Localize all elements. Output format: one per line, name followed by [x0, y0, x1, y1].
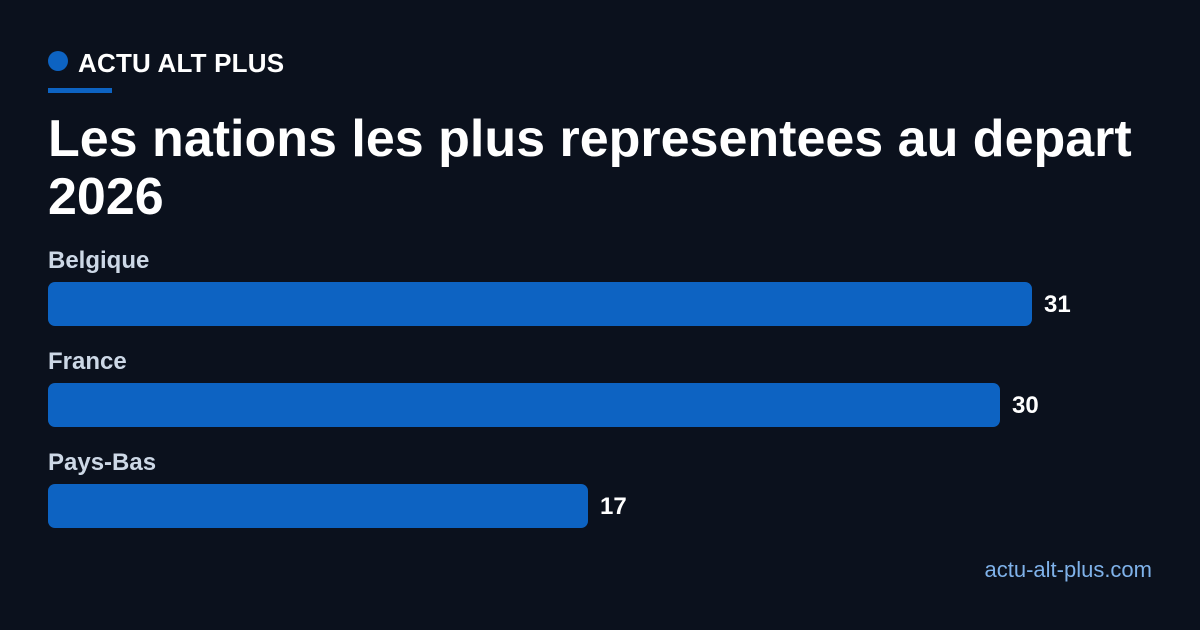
bar-label: Pays-Bas [48, 449, 157, 476]
bar-value-label: 30 [1012, 392, 1039, 419]
brand-header: ACTU ALT PLUS [48, 46, 284, 80]
chart-row: France 30 [48, 347, 1152, 448]
bar-value-label: 31 [1044, 291, 1071, 318]
brand-underline [48, 88, 112, 93]
bar [48, 484, 588, 528]
chart-row: Pays-Bas 17 [48, 448, 1152, 549]
chart-title: Les nations les plus representees au dep… [48, 110, 1132, 226]
bar-label: France [48, 348, 127, 375]
brand-name: ACTU ALT PLUS [78, 48, 285, 78]
bar-label: Belgique [48, 247, 150, 274]
chart-row: Belgique 31 [48, 246, 1152, 347]
footer-site-url: actu-alt-plus.com [984, 557, 1152, 582]
bar-value-label: 17 [600, 493, 627, 520]
bar [48, 383, 1000, 427]
bar [48, 282, 1032, 326]
brand-dot-icon [48, 51, 68, 71]
bar-chart: Belgique 31 France 30 Pays-Bas 17 [48, 246, 1152, 549]
